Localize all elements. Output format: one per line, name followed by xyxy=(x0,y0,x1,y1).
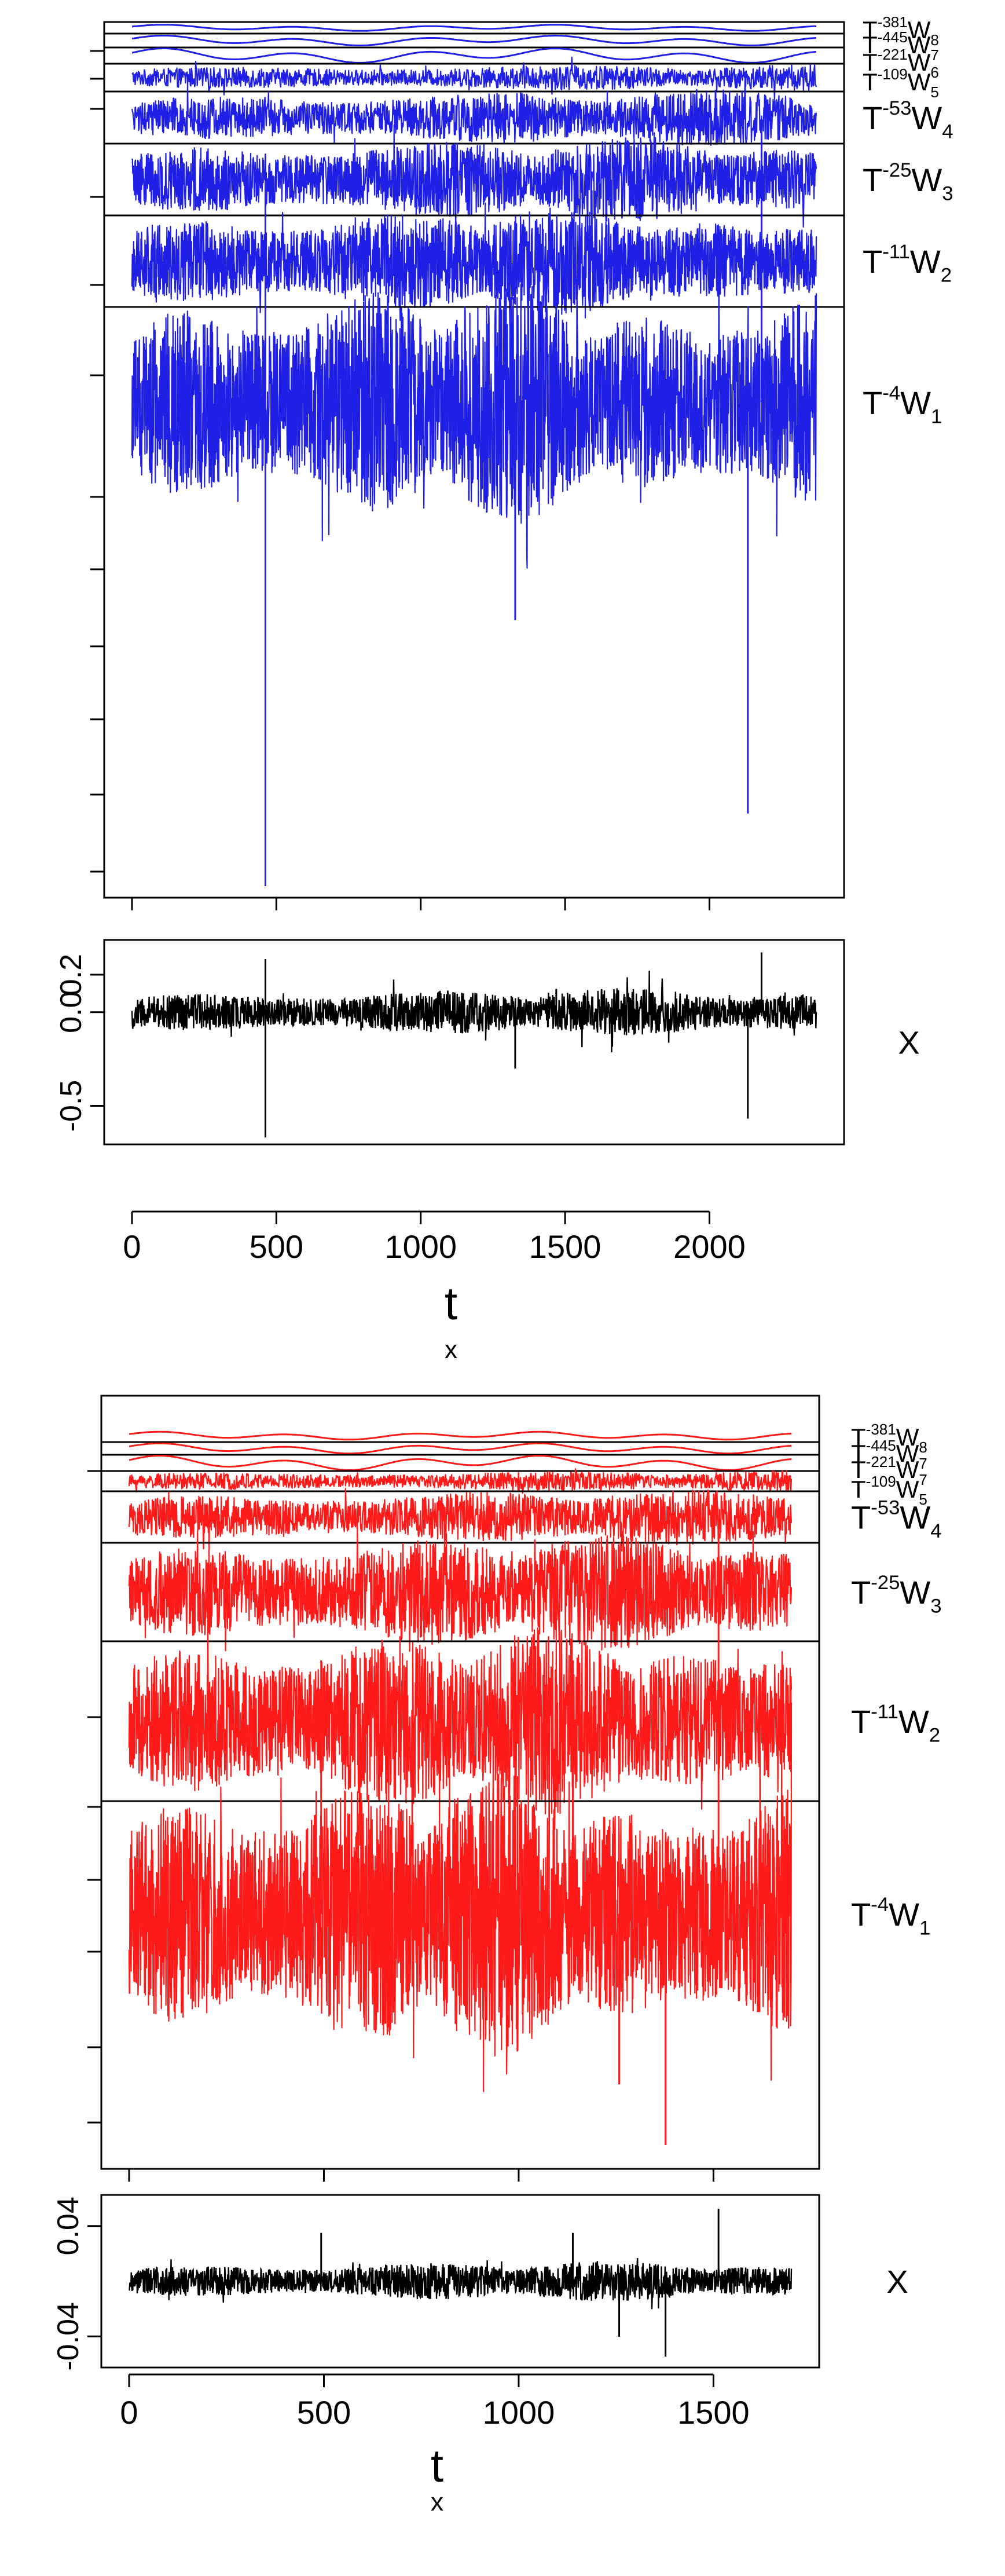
level-label-2: T-221W6 xyxy=(863,46,939,81)
level-label-7: T-4W1 xyxy=(863,382,942,428)
raw-y-tick-label: -0.04 xyxy=(52,2302,85,2371)
raw-y-tick-label: 0.2 xyxy=(54,954,88,996)
raw-panel-frame xyxy=(103,939,845,1146)
x-axis-label: t xyxy=(445,1278,457,1329)
x-tick-label: 500 xyxy=(297,2394,351,2431)
level-series-3-5 xyxy=(128,1526,793,1652)
x-tick-label: 1000 xyxy=(483,2394,555,2431)
level-label-2: T-221W7 xyxy=(851,1453,927,1488)
level-series-4-4 xyxy=(128,1488,793,1552)
level-label-0: T-381W8 xyxy=(863,13,939,49)
x-tick-label: 1500 xyxy=(677,2394,750,2431)
raw-series-line xyxy=(129,2257,793,2310)
level-label-3: T-109W5 xyxy=(863,65,939,101)
raw-y-tick-label: 0.0 xyxy=(54,991,88,1033)
level-series-1-7 xyxy=(131,275,817,569)
level-series-8-0 xyxy=(129,1430,792,1441)
level-label-4: T-53W4 xyxy=(851,1496,942,1542)
level-label-0: T-381W8 xyxy=(851,1421,927,1456)
raw-panel-frame xyxy=(100,2194,820,2369)
level-series-7-1 xyxy=(129,1442,792,1455)
x-tick-label: 0 xyxy=(123,1228,141,1265)
raw-series-label: X xyxy=(898,1024,919,1061)
level-label-3: T-109W5 xyxy=(851,1473,927,1508)
x-axis-label: t xyxy=(431,2440,443,2491)
decomposition-panel-frame xyxy=(103,21,845,899)
level-series-6-2 xyxy=(131,47,817,64)
x-tick-label: 1000 xyxy=(384,1228,457,1265)
x-tick-label: 500 xyxy=(250,1228,303,1265)
level-series-2-6 xyxy=(131,190,817,327)
level-label-6: T-11W2 xyxy=(863,241,952,287)
level-series-5-3 xyxy=(128,1468,793,1494)
x-partial-label: x xyxy=(445,1335,457,1364)
level-series-5-3 xyxy=(131,56,817,100)
x-tick-label: 0 xyxy=(120,2394,138,2431)
level-series-2-6 xyxy=(128,1610,793,1890)
level-label-5: T-25W3 xyxy=(851,1572,942,1618)
x-partial-label: x xyxy=(431,2488,443,2516)
raw-y-tick-label: 0.04 xyxy=(52,2197,85,2255)
level-label-1: T-445W7 xyxy=(851,1437,927,1472)
raw-series-line xyxy=(131,971,817,1053)
raw-series-label: X xyxy=(886,2263,908,2300)
x-tick-label: 2000 xyxy=(673,1228,746,1265)
raw-y-tick-label: -0.5 xyxy=(54,1080,88,1132)
x-tick-label: 1500 xyxy=(529,1228,601,1265)
level-label-1: T-445W7 xyxy=(863,28,939,64)
level-label-5: T-25W3 xyxy=(863,159,953,205)
level-label-6: T-11W2 xyxy=(851,1701,940,1747)
level-series-7-2 xyxy=(129,1455,792,1471)
level-series-4-4 xyxy=(131,71,817,146)
level-series-8-0 xyxy=(131,24,817,32)
level-label-7: T-4W1 xyxy=(851,1894,930,1940)
level-series-3-5 xyxy=(131,125,817,250)
level-label-4: T-53W4 xyxy=(863,97,953,143)
level-series-7-1 xyxy=(131,35,817,46)
level-series-1-7 xyxy=(128,1702,793,2092)
decomposition-panel-frame xyxy=(100,1395,820,2170)
